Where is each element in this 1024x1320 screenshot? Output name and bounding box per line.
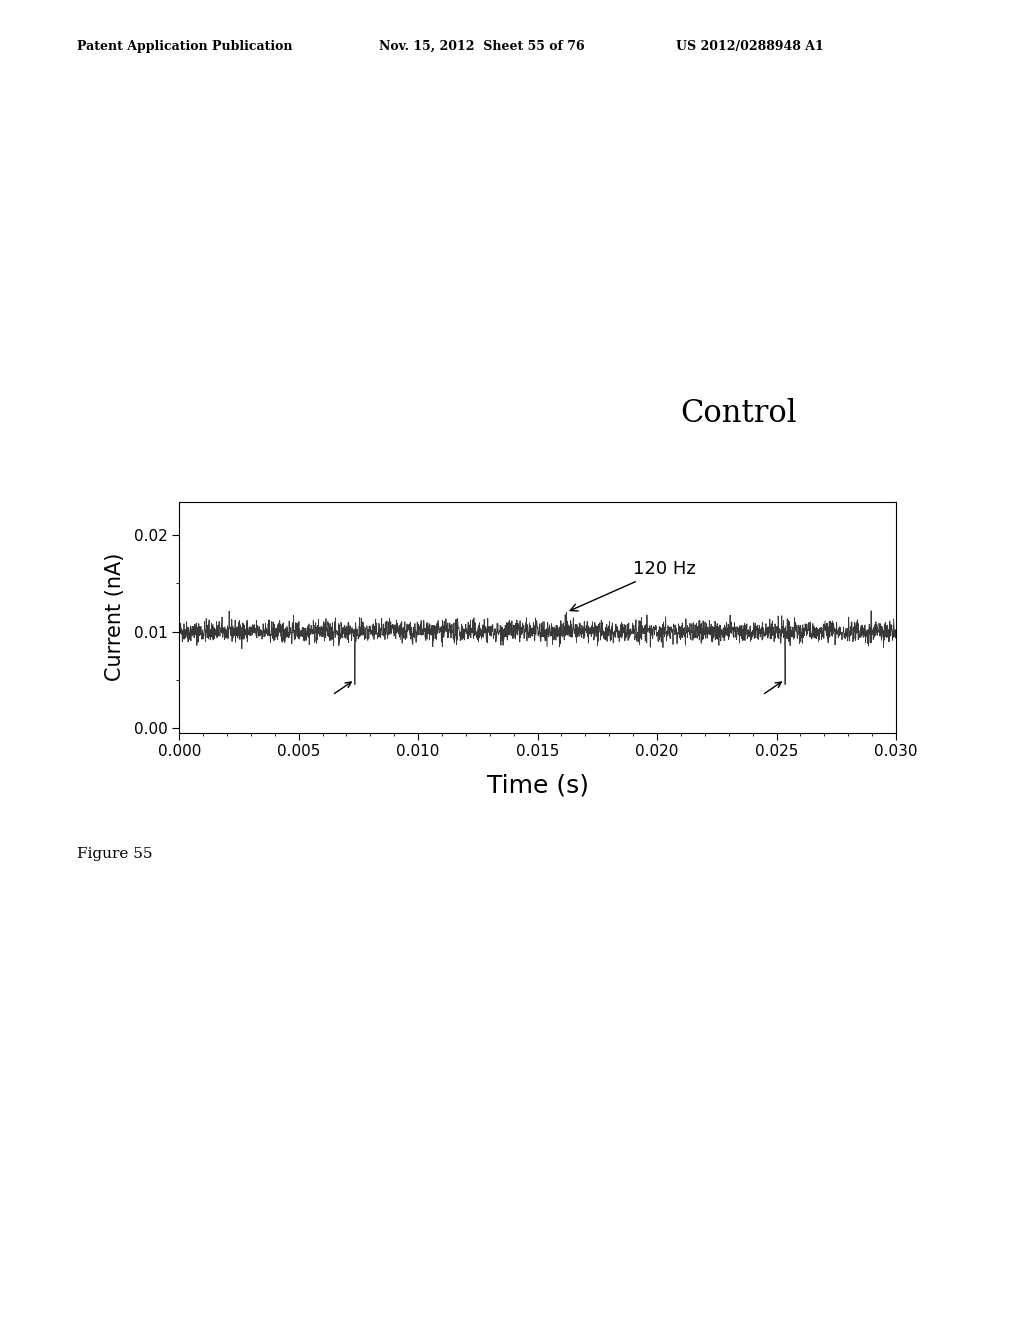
Text: 120 Hz: 120 Hz <box>570 560 696 611</box>
Text: Nov. 15, 2012  Sheet 55 of 76: Nov. 15, 2012 Sheet 55 of 76 <box>379 40 585 53</box>
Text: US 2012/0288948 A1: US 2012/0288948 A1 <box>676 40 823 53</box>
Text: Control: Control <box>680 399 797 429</box>
Text: Patent Application Publication: Patent Application Publication <box>77 40 292 53</box>
X-axis label: Time (s): Time (s) <box>486 774 589 797</box>
Y-axis label: Current (nA): Current (nA) <box>105 553 125 681</box>
Text: Figure 55: Figure 55 <box>77 847 153 861</box>
